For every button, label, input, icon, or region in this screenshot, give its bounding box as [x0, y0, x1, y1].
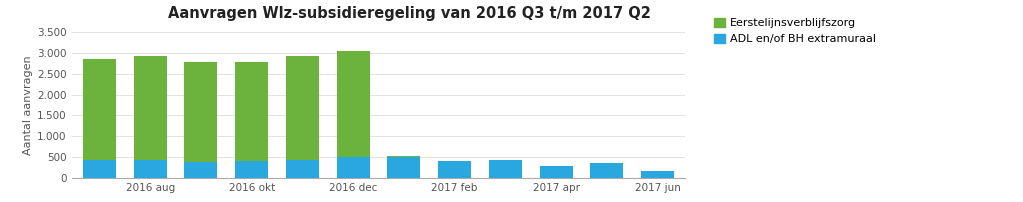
- Bar: [134, 56, 167, 160]
- Bar: [337, 51, 369, 157]
- Bar: [286, 56, 319, 160]
- Bar: [286, 160, 319, 178]
- Bar: [438, 161, 471, 178]
- Bar: [337, 157, 369, 178]
- Bar: [388, 157, 420, 178]
- Bar: [184, 162, 218, 178]
- Bar: [590, 163, 623, 178]
- Bar: [83, 59, 116, 160]
- Bar: [83, 160, 116, 178]
- Bar: [489, 160, 522, 178]
- Text: Aanvragen Wlz-subsidieregeling van 2016 Q3 t/m 2017 Q2: Aanvragen Wlz-subsidieregeling van 2016 …: [168, 6, 651, 21]
- Bar: [184, 62, 218, 162]
- Bar: [539, 166, 573, 178]
- Bar: [235, 62, 268, 161]
- Y-axis label: Aantal aanvragen: Aantal aanvragen: [23, 55, 33, 155]
- Bar: [235, 161, 268, 178]
- Bar: [134, 160, 167, 178]
- Bar: [388, 156, 420, 157]
- Legend: Eerstelijnsverblijfszorg, ADL en/of BH extramuraal: Eerstelijnsverblijfszorg, ADL en/of BH e…: [711, 16, 879, 46]
- Bar: [641, 171, 674, 178]
